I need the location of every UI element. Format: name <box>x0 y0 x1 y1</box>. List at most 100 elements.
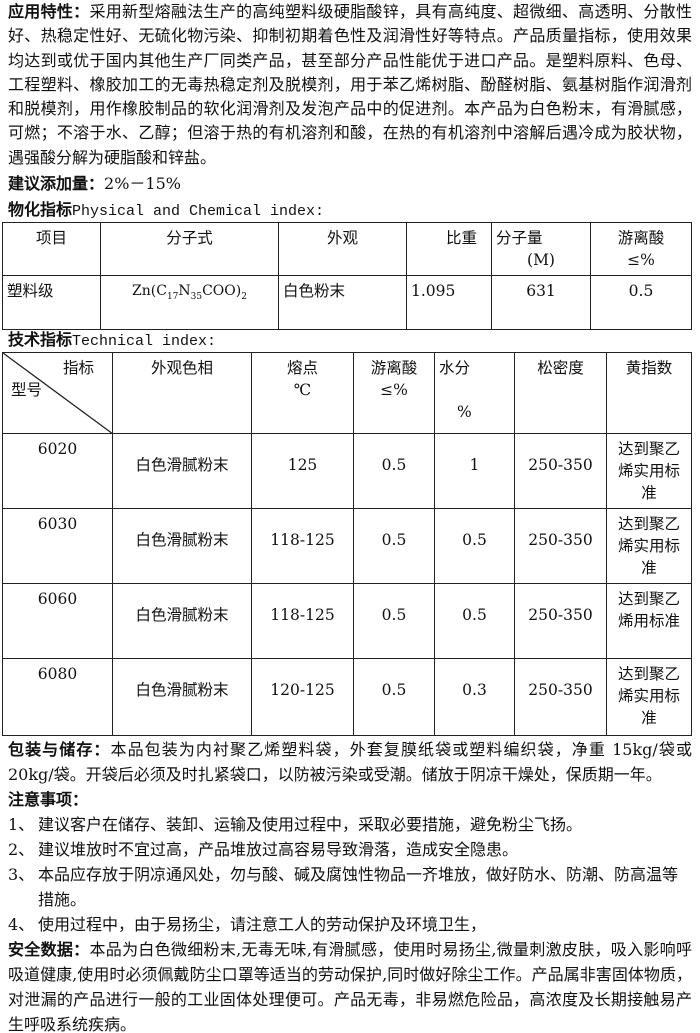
application-text: 采用新型熔融法生产的高纯塑料级硬脂酸锌，具有高纯度、超微细、高透明、分散性好、热… <box>8 2 692 167</box>
cell-formula: Zn(C17N35COO)2 <box>100 275 279 330</box>
header-formula: 分子式 <box>100 222 279 276</box>
cell-water: 1 <box>434 433 515 509</box>
physical-table: 项目 分子式 外观 比重 分子量 (M) 游离酸 ≤% 塑料级 Zn(C17N35C… <box>2 222 692 330</box>
cell-model: 6020 <box>2 433 113 509</box>
packaging-text: 本品包装为内衬聚乙烯塑料袋，外套复膜纸袋或塑料编织袋，净重 15kg/袋或20k… <box>8 740 692 784</box>
cell-water: 0.5 <box>434 583 515 659</box>
dosage-label: 建议添加量： <box>8 174 105 193</box>
cell-gravity: 1.095 <box>406 275 492 330</box>
cell-yellow: 达到聚乙烯实用标准 <box>606 658 692 736</box>
cell-water: 0.3 <box>434 658 515 736</box>
header-density: 松密度 <box>514 352 607 434</box>
safety-section: 安全数据：本品为白色微细粉末,无毒无味,有滑腻感，使用时易扬尘,微量刺激皮肤，吸… <box>8 937 692 1033</box>
formula-sub: 17 <box>166 291 179 302</box>
technical-title-cn: 技术指标 <box>8 330 73 349</box>
cell-acid: 0.5 <box>590 275 692 330</box>
header-gravity: 比重 <box>406 222 492 276</box>
formula-part: COO) <box>202 283 242 299</box>
header-acid-unit: ≤% <box>380 381 408 399</box>
header-diagonal-cell: 指标 型号 <box>2 352 113 434</box>
physical-title-en: Physical and Chemical index: <box>72 203 325 220</box>
cell-appearance: 白色滑腻粉末 <box>112 508 252 584</box>
cell-appearance: 白色粉末 <box>278 275 407 330</box>
header-acid-label: 游离酸 <box>617 229 665 247</box>
cell-acid: 0.5 <box>353 658 435 736</box>
list-number: 2、 <box>8 840 35 859</box>
application-label: 应用特性： <box>8 2 90 21</box>
cell-mw: 631 <box>491 275 591 330</box>
header-melting-label: 熔点 <box>286 359 318 377</box>
cell-yellow: 达到聚乙烯用标准 <box>606 583 692 659</box>
header-mw-unit: (M) <box>527 251 555 269</box>
list-item: 3、 本品应存放于阴凉通风处，勿与酸、碱及腐蚀性物品一齐堆放，做好防水、防潮、防高… <box>8 862 692 912</box>
cell-melting: 125 <box>251 433 354 509</box>
physical-title: 物化指标Physical and Chemical index: <box>8 198 692 224</box>
header-mw: 分子量 (M) <box>491 222 591 276</box>
list-item: 2、 建议堆放时不宜过高，产品堆放过高容易导致滑落，造成安全隐患。 <box>8 837 692 862</box>
dosage-section: 建议添加量：2%－15% <box>8 172 692 196</box>
packaging-label: 包装与储存： <box>8 740 111 759</box>
header-acid: 游离酸 ≤% <box>353 352 435 434</box>
cell-acid: 0.5 <box>353 508 435 584</box>
header-acid: 游离酸 ≤% <box>590 222 692 276</box>
cell-melting: 118-125 <box>251 583 354 659</box>
cell-model: 6060 <box>2 583 113 659</box>
header-water: 水分% <box>434 352 515 434</box>
list-text: 建议客户在储存、装卸、运输及使用过程中，采取必要措施，避免粉尘飞扬。 <box>38 815 583 834</box>
cell-melting: 120-125 <box>251 658 354 736</box>
cell-density: 250-350 <box>514 658 607 736</box>
packaging-section: 包装与储存：本品包装为内衬聚乙烯塑料袋，外套复膜纸袋或塑料编织袋，净重 15kg… <box>8 737 692 787</box>
formula-sub: 2 <box>241 291 247 302</box>
header-acid-label: 游离酸 <box>370 359 418 377</box>
notes-section: 注意事项： 1、 建议客户在储存、装卸、运输及使用过程中，采取必要措施，避免粉尘飞… <box>8 787 692 937</box>
cell-appearance: 白色滑腻粉末 <box>112 583 252 659</box>
cell-density: 250-350 <box>514 433 607 509</box>
technical-title-en: Technical index: <box>72 333 217 350</box>
table-row: 6030 白色滑腻粉末 118-125 0.5 0.5 250-350 达到聚乙烯实用标准 <box>2 508 692 584</box>
cell-model: 6080 <box>2 658 113 736</box>
header-water-unit: % <box>457 403 472 421</box>
formula-sub: 35 <box>190 291 203 302</box>
cell-water: 0.5 <box>434 508 515 584</box>
cell-model: 6030 <box>2 508 113 584</box>
header-acid-unit: ≤% <box>627 251 655 269</box>
header-mw-label: 分子量 <box>496 229 543 247</box>
list-text: 本品应存放于阴凉通风处，勿与酸、碱及腐蚀性物品一齐堆放，做好防水、防潮、防高温等… <box>38 865 679 909</box>
dosage-text: 2%－15% <box>104 174 181 193</box>
table-row: 塑料级 Zn(C17N35COO)2 白色粉末 1.095 631 0.5 <box>2 275 692 330</box>
list-number: 4、 <box>8 915 35 934</box>
list-text: 建议堆放时不宜过高，产品堆放过高容易导致滑落，造成安全隐患。 <box>38 840 519 859</box>
technical-title: 技术指标Technical index: <box>8 328 692 354</box>
header-model: 型号 <box>11 381 43 399</box>
header-item: 项目 <box>2 222 101 276</box>
notes-label: 注意事项： <box>8 790 89 809</box>
cell-grade: 塑料级 <box>2 275 101 330</box>
safety-text: 本品为白色微细粉末,无毒无味,有滑腻感，使用时易扬尘,微量刺激皮肤，吸入影响呼吸… <box>8 940 692 1033</box>
diagonal-line <box>3 353 113 434</box>
header-water-label: 水分 <box>439 359 471 377</box>
list-number: 3、 <box>8 865 35 884</box>
header-appearance: 外观色相 <box>112 352 252 434</box>
table-row: 6060 白色滑腻粉末 118-125 0.5 0.5 250-350 达到聚乙烯用标准 <box>2 583 692 659</box>
formula-part: N <box>178 283 191 299</box>
list-item: 1、 建议客户在储存、装卸、运输及使用过程中，采取必要措施，避免粉尘飞扬。 <box>8 812 692 837</box>
cell-melting: 118-125 <box>251 508 354 584</box>
cell-density: 250-350 <box>514 583 607 659</box>
cell-density: 250-350 <box>514 508 607 584</box>
cell-acid: 0.5 <box>353 583 435 659</box>
formula-part: Zn(C <box>132 283 167 299</box>
table-header-row: 指标 型号 外观色相 熔点 ℃ 游离酸 ≤% 水分% 松密度 黄指数 <box>2 352 692 434</box>
cell-acid: 0.5 <box>353 433 435 509</box>
technical-table: 指标 型号 外观色相 熔点 ℃ 游离酸 ≤% 水分% 松密度 黄指数 6020 白色滑… <box>2 352 692 736</box>
list-text: 使用过程中，由于易扬尘，请注意工人的劳动保护及环境卫生， <box>38 915 487 934</box>
header-yellow: 黄指数 <box>606 352 692 434</box>
application-section: 应用特性：采用新型熔融法生产的高纯塑料级硬脂酸锌，具有高纯度、超微细、高透明、分… <box>8 0 692 170</box>
table-header-row: 项目 分子式 外观 比重 分子量 (M) 游离酸 ≤% <box>2 222 692 276</box>
table-row: 6020 白色滑腻粉末 125 0.5 1 250-350 达到聚乙烯实用标准 <box>2 433 692 509</box>
cell-appearance: 白色滑腻粉末 <box>112 658 252 736</box>
table-row: 6080 白色滑腻粉末 120-125 0.5 0.3 250-350 达到聚乙烯实用标准 <box>2 658 692 736</box>
header-index: 指标 <box>62 359 94 377</box>
list-item: 4、 使用过程中，由于易扬尘，请注意工人的劳动保护及环境卫生， <box>8 912 692 937</box>
list-number: 1、 <box>8 815 35 834</box>
